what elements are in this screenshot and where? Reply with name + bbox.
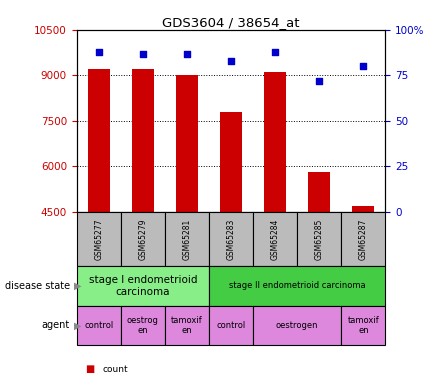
Text: stage I endometrioid
carcinoma: stage I endometrioid carcinoma: [88, 275, 197, 297]
Bar: [176, 75, 198, 212]
Point: [184, 51, 191, 57]
Bar: [132, 69, 154, 212]
Text: GSM65285: GSM65285: [315, 218, 324, 260]
Bar: [88, 69, 110, 212]
Text: GSM65283: GSM65283: [226, 218, 236, 260]
Text: ■: ■: [85, 364, 95, 374]
Point: [95, 49, 102, 55]
Text: control: control: [216, 321, 246, 330]
Text: tamoxif
en: tamoxif en: [347, 316, 379, 335]
Title: GDS3604 / 38654_at: GDS3604 / 38654_at: [162, 16, 300, 29]
Point: [316, 78, 323, 84]
Bar: [220, 112, 242, 212]
Point: [360, 63, 367, 69]
Text: oestrogen: oestrogen: [276, 321, 318, 330]
Text: ▶: ▶: [74, 281, 82, 291]
Text: agent: agent: [42, 320, 70, 330]
Point: [228, 58, 235, 64]
Text: GSM65277: GSM65277: [94, 218, 103, 260]
Point: [139, 51, 146, 57]
Text: tamoxif
en: tamoxif en: [171, 316, 203, 335]
Point: [272, 49, 279, 55]
Text: GSM65287: GSM65287: [359, 218, 368, 260]
Text: GSM65281: GSM65281: [183, 218, 191, 259]
Bar: [308, 172, 330, 212]
Text: stage II endometrioid carcinoma: stage II endometrioid carcinoma: [229, 281, 366, 290]
Text: GSM65284: GSM65284: [271, 218, 279, 260]
Bar: [264, 72, 286, 212]
Text: oestrog
en: oestrog en: [127, 316, 159, 335]
Text: ▶: ▶: [74, 320, 82, 330]
Bar: [352, 206, 374, 212]
Text: GSM65279: GSM65279: [138, 218, 147, 260]
Text: control: control: [84, 321, 113, 330]
Text: disease state: disease state: [5, 281, 70, 291]
Text: count: count: [103, 365, 129, 374]
